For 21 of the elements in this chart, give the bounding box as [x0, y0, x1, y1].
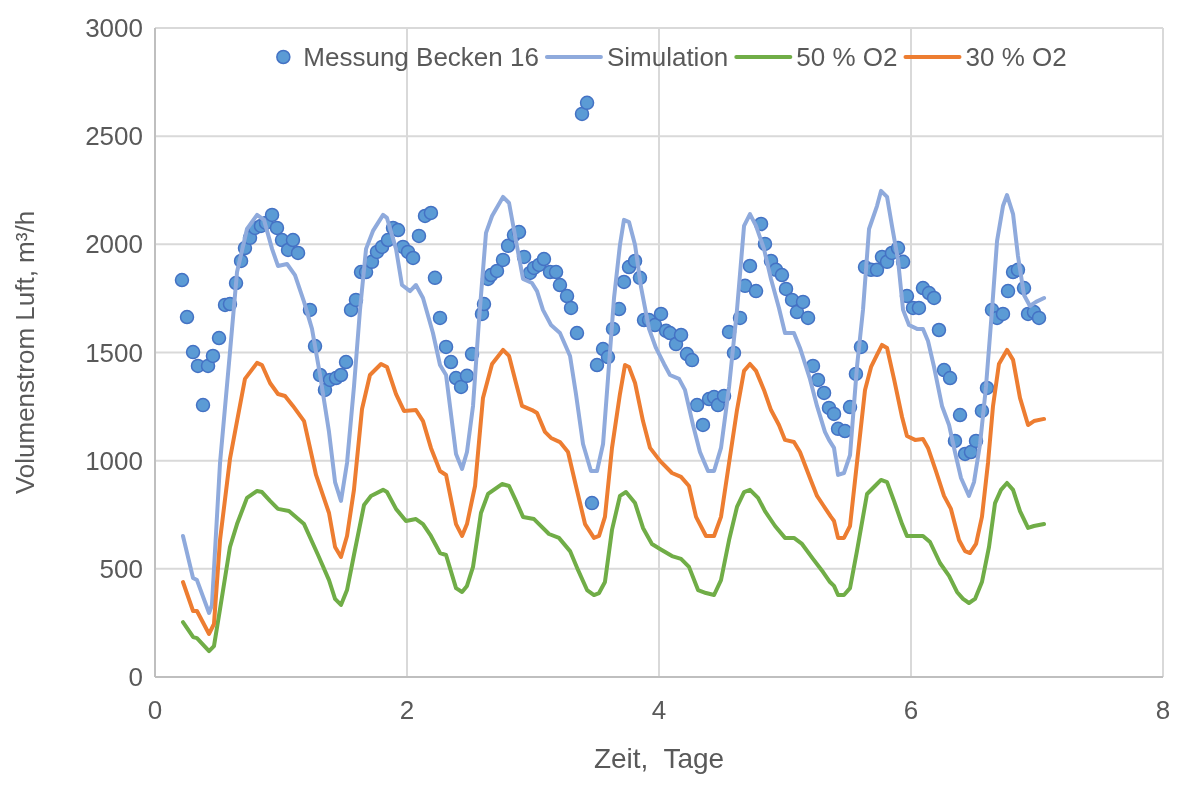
legend-label: 50 % O2: [796, 42, 898, 73]
x-tick-label: 8: [1155, 695, 1171, 725]
line-series: [180, 477, 1047, 654]
y-tick-label: 1000: [85, 445, 143, 476]
y-tick-label: 0: [128, 662, 143, 693]
x-tick-label: 2: [399, 695, 415, 725]
y-tick-label: 2000: [85, 229, 143, 260]
legend-label: 30 % O2: [965, 42, 1067, 73]
x-axis-title: Zeit, Tage: [593, 743, 725, 774]
x-tick-label: 4: [651, 695, 667, 725]
legend-label: Messung Becken 16: [303, 42, 539, 73]
y-tick-label: 500: [99, 553, 143, 584]
y-tick-label: 3000: [85, 13, 143, 44]
legend-label: Simulation: [606, 42, 729, 73]
y-tick-label: 1500: [85, 337, 143, 368]
y-tick-label: 2500: [85, 121, 143, 152]
y-axis-title: Volumenstrom Luft, m³/h: [10, 210, 40, 495]
line-series: [180, 188, 1047, 615]
line-series: [180, 342, 1047, 636]
x-tick-label: 0: [147, 695, 163, 725]
x-tick-label: 6: [903, 695, 919, 725]
